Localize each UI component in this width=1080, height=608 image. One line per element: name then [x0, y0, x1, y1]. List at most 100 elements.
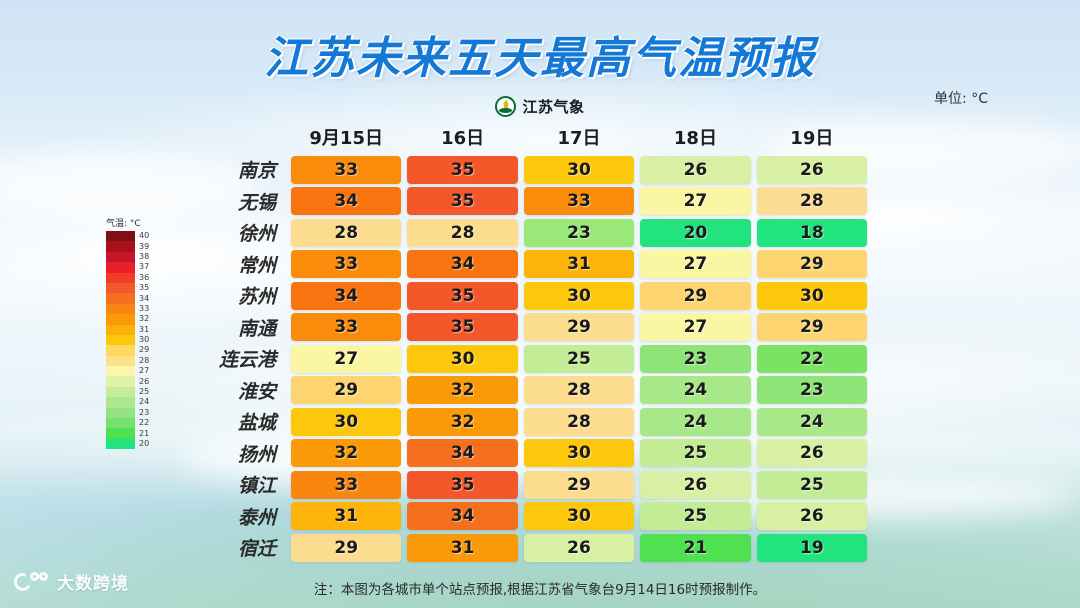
temperature-cell: 28 — [523, 376, 635, 405]
temperature-cell: 27 — [291, 344, 402, 373]
legend-value: 40 — [139, 231, 150, 241]
legend-stop: 40 — [106, 231, 166, 242]
legend-swatch — [106, 272, 135, 283]
table-row: 淮安 29 32 28 24 23 — [190, 375, 870, 407]
legend-value: 38 — [139, 251, 150, 261]
legend-value: 30 — [139, 335, 150, 345]
temperature-cell: 22 — [756, 344, 868, 373]
temperature-cell: 32 — [291, 439, 402, 468]
temperature-cell: 35 — [407, 155, 518, 184]
temperature-cell: 18 — [756, 218, 868, 247]
city-label: 镇江 — [237, 475, 276, 498]
legend-stop: 20 — [106, 438, 166, 450]
temperature-cell: 23 — [523, 218, 635, 247]
legend-value: 28 — [139, 355, 150, 365]
legend-swatch — [106, 345, 135, 356]
temperature-cell: 33 — [291, 155, 402, 184]
column-header-0: 9月15日 — [309, 128, 383, 149]
legend-value: 20 — [139, 439, 150, 448]
legend-stop: 23 — [106, 407, 166, 419]
city-label: 南通 — [237, 317, 276, 340]
legend-value: 27 — [139, 366, 150, 376]
column-header-4: 19日 — [790, 128, 834, 149]
temperature-cell: 20 — [640, 218, 751, 247]
table-body: 南京 33 35 30 26 26 无锡 34 35 33 27 28 徐州 28 28 23 20 18 常州 33… — [190, 154, 870, 564]
temperature-cell: 35 — [407, 470, 518, 499]
header: 江苏未来五天最高气温预报 江苏气象 — [0, 0, 1080, 117]
table-row: 苏州 34 35 30 29 30 — [190, 280, 870, 312]
temperature-cell: 23 — [640, 344, 751, 373]
temperature-cell: 24 — [640, 407, 751, 436]
org-logo: 江苏气象 — [0, 96, 1080, 117]
org-logo-label: 江苏气象 — [522, 98, 585, 116]
temperature-cell: 25 — [523, 344, 635, 373]
temperature-cell: 34 — [291, 281, 402, 310]
legend-swatch — [106, 355, 135, 367]
legend-value: 29 — [139, 345, 150, 355]
legend-swatch — [106, 428, 135, 439]
temperature-cell: 30 — [523, 502, 635, 531]
temperature-cell: 25 — [756, 470, 868, 499]
temperature-cell: 23 — [756, 376, 868, 405]
temperature-cell: 35 — [407, 187, 518, 216]
temperature-cell: 27 — [640, 250, 751, 279]
temperature-cell: 26 — [756, 439, 868, 468]
legend-title: 气温: °C — [106, 219, 141, 229]
table-row: 连云港 27 30 25 23 22 — [190, 343, 870, 375]
city-label: 南京 — [237, 160, 276, 183]
temperature-cell: 35 — [407, 281, 518, 310]
city-label: 苏州 — [237, 286, 276, 309]
table-row: 南京 33 35 30 26 26 — [190, 154, 870, 186]
legend-stop: 35 — [106, 282, 166, 294]
dashu-logo-icon — [11, 570, 50, 593]
legend-swatch — [106, 366, 135, 377]
temperature-cell: 28 — [523, 407, 635, 436]
temperature-cell: 31 — [291, 502, 402, 531]
temperature-cell: 26 — [756, 502, 868, 531]
temperature-cell: 19 — [756, 533, 868, 562]
temperature-cell: 30 — [756, 281, 868, 310]
city-label: 宿迁 — [237, 538, 276, 561]
table-row: 镇江 33 35 29 26 25 — [190, 469, 870, 501]
city-label: 无锡 — [237, 191, 276, 214]
legend-swatch — [106, 418, 135, 429]
legend-value: 26 — [139, 376, 150, 386]
column-header-1: 16日 — [441, 128, 485, 149]
temperature-cell: 31 — [407, 533, 518, 562]
legend-value: 35 — [139, 283, 150, 293]
temperature-cell: 33 — [291, 250, 402, 279]
temperature-cell: 25 — [640, 439, 751, 468]
city-label: 扬州 — [237, 443, 276, 466]
legend-stop: 34 — [106, 293, 166, 304]
temperature-cell: 33 — [523, 187, 635, 216]
footer-note: 注：本图为各城市单个站点预报,根据江苏省气象台9月14日16时预报制作。 — [313, 582, 767, 598]
city-label: 泰州 — [237, 506, 276, 529]
legend-stop: 28 — [106, 355, 166, 367]
table-row: 南通 33 35 29 27 29 — [190, 312, 870, 344]
legend-swatch — [106, 438, 135, 450]
temperature-cell: 34 — [407, 439, 518, 468]
table-row: 宿迁 29 31 26 21 19 — [190, 532, 870, 564]
legend-value: 25 — [139, 387, 150, 397]
legend-value: 33 — [139, 303, 150, 313]
legend-swatch — [106, 376, 135, 387]
legend-stop: 33 — [106, 303, 166, 315]
legend-stop: 25 — [106, 386, 166, 398]
temperature-cell: 29 — [640, 281, 751, 310]
legend-swatch — [106, 262, 135, 273]
legend-stop: 31 — [106, 324, 166, 335]
legend-value: 36 — [139, 272, 150, 282]
legend-value: 32 — [139, 314, 150, 324]
legend-swatch — [106, 407, 135, 419]
table-row: 徐州 28 28 23 20 18 — [190, 217, 870, 249]
watermark: 大数跨境 — [11, 569, 129, 594]
legend-value: 39 — [139, 241, 150, 251]
temperature-legend: 气温: °C 40 39 38 37 36 35 34 33 32 31 30 29 28 27 26 25 2… — [106, 216, 166, 450]
legend-stop: 36 — [106, 272, 166, 283]
column-header-2: 17日 — [557, 128, 601, 149]
unit-label: 单位: °C — [934, 91, 988, 107]
legend-stop: 39 — [106, 241, 166, 252]
legend-stop: 24 — [106, 397, 166, 408]
table-row: 常州 33 34 31 27 29 — [190, 249, 870, 281]
temperature-cell: 26 — [523, 533, 635, 562]
